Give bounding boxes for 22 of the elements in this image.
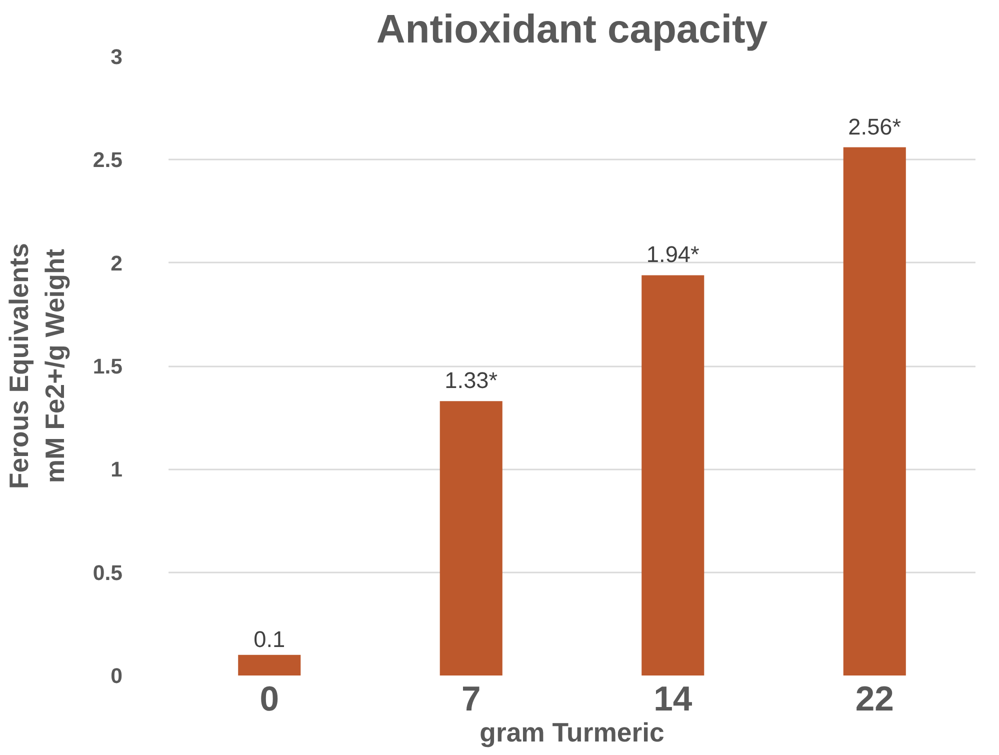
x-tick-label: 0 xyxy=(260,680,280,718)
y-tick-label: 2.5 xyxy=(92,148,123,172)
x-tick-label: 7 xyxy=(461,680,481,718)
data-label: 2.56* xyxy=(848,113,902,140)
bar xyxy=(843,147,906,676)
x-tick-label: 22 xyxy=(855,680,894,718)
y-tick-label: 1.5 xyxy=(92,354,123,378)
data-label: 0.1 xyxy=(254,626,286,652)
data-label: 1.94* xyxy=(646,241,700,268)
y-axis-title: Ferous Equivalents mM Fe2+/g Weight xyxy=(4,243,70,489)
x-tick-label: 14 xyxy=(654,680,693,718)
bar xyxy=(440,401,502,676)
y-tick-label: 1 xyxy=(110,458,123,482)
y-tick-label: 0 xyxy=(110,664,123,688)
bar xyxy=(238,654,301,676)
chart-title: Antioxidant capacity xyxy=(376,8,768,52)
y-tick-label: 3 xyxy=(110,45,123,69)
x-axis-title: gram Turmeric xyxy=(480,718,665,748)
data-label: 1.33* xyxy=(444,367,498,394)
bar xyxy=(642,275,704,676)
y-tick-label: 0.5 xyxy=(92,560,123,585)
y-tick-label: 2 xyxy=(110,251,123,276)
